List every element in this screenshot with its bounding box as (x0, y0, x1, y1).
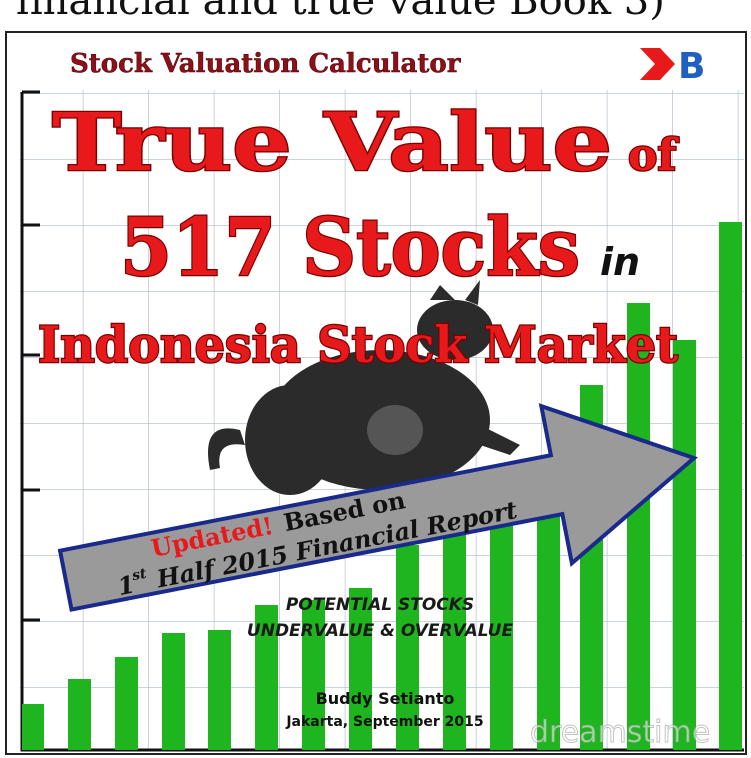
author: Buddy Setianto (316, 689, 455, 708)
tagline: POTENTIAL STOCKS (286, 595, 474, 615)
cover: Stock Valuation Calculator B True Value … (6, 32, 746, 754)
title-line3: Indonesia Stock Market (38, 315, 678, 374)
subtitle: Stock Valuation Calculator (70, 49, 461, 79)
header-title: financial and true value Book 3) (16, 0, 665, 24)
title-line1: True Value (52, 95, 612, 189)
page: financial and true value Book 3) (0, 0, 751, 758)
watermark: dreamstime (530, 715, 710, 750)
title-in: in (600, 240, 640, 284)
title-line2: 517 Stocks (120, 200, 580, 294)
place-date: Jakarta, September 2015 (285, 714, 483, 730)
tagline: UNDERVALUE & OVERVALUE (247, 621, 514, 641)
title-of: of (628, 130, 679, 181)
logo-text: B (678, 46, 705, 87)
